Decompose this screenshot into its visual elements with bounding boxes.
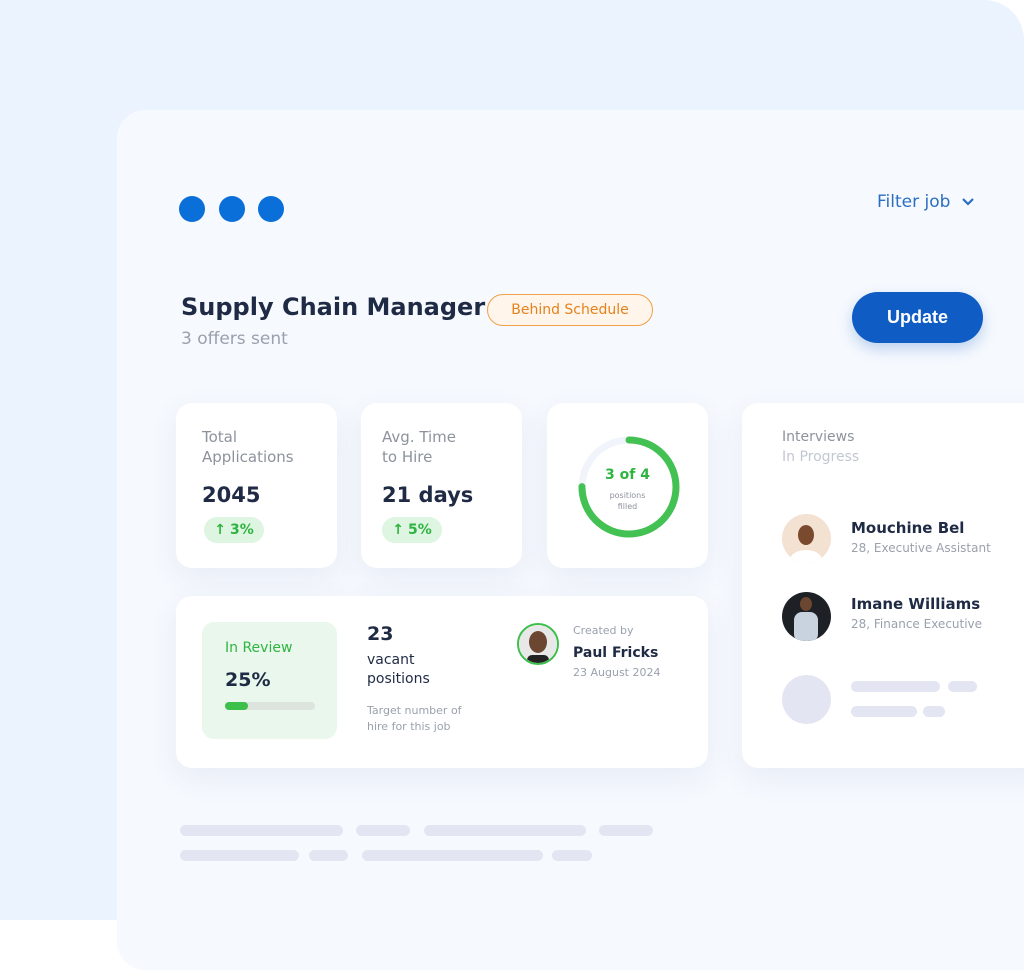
candidate-detail: 28, Finance Executive [851, 617, 983, 631]
skeleton-line [424, 825, 586, 836]
chevron-down-icon [962, 198, 975, 206]
page-title: Supply Chain Manager [181, 293, 486, 321]
window-dot[interactable] [258, 196, 284, 222]
candidate-detail: 28, Executive Assistant [851, 541, 991, 555]
stat-card-avg-time: Avg. Time to Hire 21 days ↑ 5% [361, 403, 522, 568]
avatar [782, 514, 831, 563]
status-badge: Behind Schedule [487, 294, 653, 326]
stat-value: 21 days [382, 483, 474, 507]
skeleton-line [309, 850, 348, 861]
created-by-caption: Created by [573, 624, 634, 637]
page-subtitle: 3 offers sent [181, 329, 288, 349]
candidate-name: Imane Williams [851, 595, 981, 613]
review-progress-fill [225, 702, 248, 710]
vacant-note: Target number of hire for this job [367, 704, 462, 733]
review-value: 25% [225, 669, 271, 691]
change-badge: ↑ 3% [204, 517, 264, 543]
vacant-label: vacant positions [367, 652, 430, 687]
update-button[interactable]: Update [852, 292, 983, 343]
arrow-up-icon: ↑ [214, 522, 226, 538]
arrow-up-icon: ↑ [392, 522, 404, 538]
stat-label: Total Applications [202, 428, 294, 466]
stat-label: Avg. Time to Hire [382, 428, 457, 466]
skeleton-line [851, 681, 940, 692]
review-label: In Review [225, 640, 293, 656]
created-date: 23 August 2024 [573, 666, 661, 679]
positions-label: positions filled [609, 491, 646, 511]
skeleton-line [948, 681, 977, 692]
interviews-card: Interviews In Progress Mouchine Bel 28, E… [742, 403, 1024, 768]
skeleton-line [599, 825, 653, 836]
skeleton-line [356, 825, 410, 836]
skeleton-line [851, 706, 917, 717]
avatar [782, 592, 831, 641]
skeleton-line [180, 850, 299, 861]
positions-filled-card: 3 of 4 positions filled [547, 403, 708, 568]
vacant-value: 23 [367, 623, 394, 645]
skeleton-line [180, 825, 343, 836]
window-dot[interactable] [219, 196, 245, 222]
avatar-placeholder [782, 675, 831, 724]
review-progress-bar [225, 702, 315, 710]
candidate-name: Mouchine Bel [851, 519, 965, 537]
filter-label: Filter job [877, 192, 951, 212]
stat-card-total-applications: Total Applications 2045 ↑ 3% [176, 403, 337, 568]
filter-job-dropdown[interactable]: Filter job [877, 192, 975, 212]
skeleton-line [923, 706, 945, 717]
donut-arc [578, 436, 680, 538]
creator-avatar [517, 623, 559, 665]
positions-donut [578, 436, 680, 538]
interviews-title: Interviews In Progress [782, 429, 860, 465]
creator-name: Paul Fricks [573, 645, 659, 661]
stat-value: 2045 [202, 483, 261, 507]
change-badge: ↑ 5% [382, 517, 442, 543]
positions-value: 3 of 4 [605, 467, 650, 483]
in-review-box: In Review 25% [202, 622, 337, 739]
skeleton-line [362, 850, 543, 861]
window-dot[interactable] [179, 196, 205, 222]
job-details-card: In Review 25% 23 vacant positions Target … [176, 596, 708, 768]
skeleton-line [552, 850, 592, 861]
